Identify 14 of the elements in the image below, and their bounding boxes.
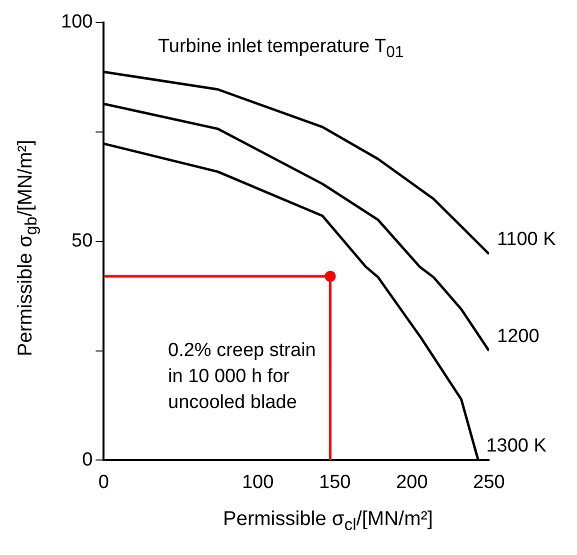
y-tick-label: 0 (82, 449, 93, 470)
x-tick-label: 250 (473, 472, 505, 493)
x-axis-title: Permissible σ$_{cl}$/[MN/m²] (222, 508, 434, 535)
x-tick-label: 150 (319, 472, 351, 493)
annotation: 0.2% creep strain in 10 000 h for uncooled blade (168, 339, 317, 415)
y-tick-label: 100 (61, 12, 93, 33)
x-tick-label: 200 (396, 472, 428, 493)
series-label: 1100 K (497, 229, 556, 250)
series-label: 1300 K (486, 435, 547, 456)
y-tick-label: 50 (72, 230, 93, 252)
series-label: 1200 (497, 326, 540, 347)
x-tick-label: 100 (242, 472, 274, 493)
annotation: Turbine inlet temperature T$_{01}$ (158, 36, 405, 62)
x-tick-label: 0 (98, 472, 109, 493)
